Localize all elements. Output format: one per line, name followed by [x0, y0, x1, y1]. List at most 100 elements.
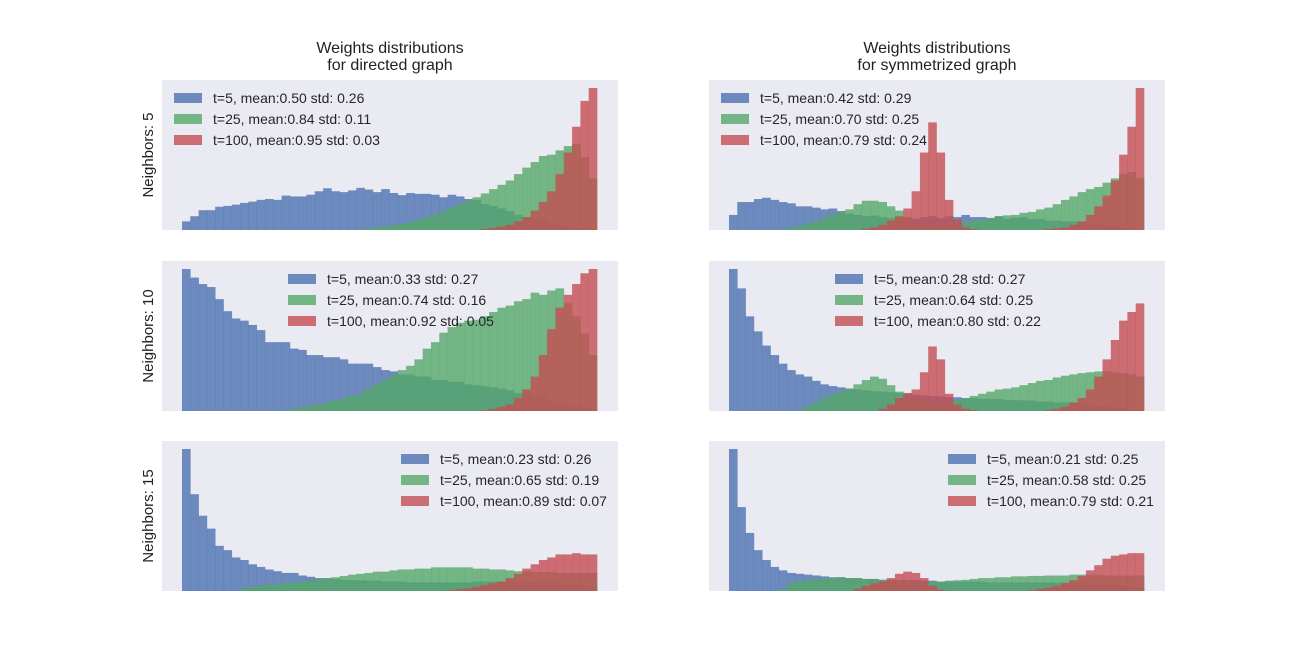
histogram-bar [778, 363, 788, 411]
histogram-bar [273, 584, 282, 591]
histogram-bar [1127, 312, 1136, 411]
histogram-bar [356, 393, 365, 411]
histogram-bar [795, 206, 804, 230]
histogram-bar [994, 577, 1004, 591]
histogram-bar [787, 227, 796, 230]
histogram-bar [1127, 553, 1136, 591]
histogram-bar [903, 392, 912, 411]
histogram-bar [381, 226, 390, 230]
histogram-bar [489, 408, 498, 411]
histogram-bar [969, 578, 979, 591]
histogram-bar [422, 568, 432, 591]
histogram-bar [853, 578, 863, 591]
histogram-bar [1044, 229, 1053, 230]
histogram-bar [530, 376, 540, 411]
histogram-bar [795, 410, 804, 411]
histogram-bar [538, 560, 548, 591]
histogram-bar [1110, 180, 1120, 230]
legend-label: t=25, mean:0.65 std: 0.19 [440, 472, 599, 488]
series-2 [480, 269, 598, 411]
histogram-bar [231, 557, 241, 591]
histogram-bar [206, 287, 216, 411]
histogram-bar [397, 223, 407, 230]
histogram-panel: t=5, mean:0.28 std: 0.27 t=25, mean:0.64 … [709, 261, 1165, 411]
histogram-bar [489, 583, 498, 591]
histogram-bar [961, 227, 970, 230]
histogram-bar [489, 312, 498, 411]
histogram-bar [422, 193, 432, 230]
histogram-bar [828, 394, 838, 411]
column-title-line: for directed graph [327, 57, 452, 74]
histogram-bar [323, 188, 332, 230]
histogram-bar [439, 211, 448, 230]
histogram-bar [853, 204, 863, 230]
histogram-bar [464, 567, 473, 591]
histogram-bar [1069, 402, 1078, 411]
legend-swatch [401, 475, 429, 485]
histogram-bar [895, 398, 904, 411]
histogram-bar [886, 385, 896, 411]
histogram-bar [1069, 224, 1078, 230]
histogram-bar [356, 363, 365, 411]
legend-label: t=100, mean:0.79 std: 0.24 [760, 132, 927, 148]
histogram-bar [1135, 553, 1145, 591]
histogram-bar [555, 554, 565, 591]
histogram-bar [364, 363, 374, 411]
histogram-bar [737, 202, 746, 230]
histogram-bar [256, 199, 266, 230]
histogram-bar [472, 319, 482, 411]
histogram-bar [356, 229, 365, 230]
histogram-bar [356, 573, 365, 591]
histogram-bar [944, 393, 954, 411]
histogram-bar [323, 402, 332, 411]
histogram-bar [812, 380, 821, 411]
histogram-bar [762, 345, 771, 411]
histogram-bar [480, 193, 490, 230]
histogram-bar [1094, 565, 1103, 591]
histogram-bar [231, 204, 241, 230]
histogram-bar [522, 389, 531, 411]
histogram-bar [1002, 577, 1012, 591]
histogram-bar [1027, 575, 1037, 591]
histogram-bar [1094, 376, 1103, 411]
histogram-bar [364, 189, 374, 230]
legend-label: t=25, mean:0.84 std: 0.11 [213, 111, 371, 127]
legend-swatch [721, 135, 749, 145]
legend-label: t=25, mean:0.58 std: 0.25 [987, 472, 1146, 488]
histogram-bar [812, 578, 821, 591]
histogram-bar [240, 320, 249, 411]
histogram-bar [861, 585, 871, 591]
histogram-bar [1027, 590, 1037, 591]
legend-swatch [835, 274, 863, 284]
histogram-bar [514, 174, 523, 230]
histogram-bar [505, 180, 515, 230]
histogram-bar [572, 126, 581, 230]
histogram-bar [861, 200, 871, 230]
legend-swatch [288, 274, 316, 284]
histogram-bar [306, 194, 316, 230]
histogram-bar [1036, 209, 1045, 230]
histogram-bar [314, 404, 324, 411]
histogram-bar [961, 398, 970, 411]
histogram-bar [223, 205, 233, 230]
histogram-bar [489, 227, 498, 230]
histogram-bar [331, 357, 340, 411]
histogram-bar [339, 192, 349, 230]
panel-background [709, 441, 1165, 591]
histogram-bar [489, 189, 498, 230]
histogram-bar [298, 196, 307, 230]
histogram-bar [878, 202, 887, 230]
histogram-bar [223, 550, 233, 591]
histogram-bar [431, 567, 440, 591]
histogram-bar [530, 210, 540, 230]
histogram-bar [1044, 410, 1053, 411]
histogram-bar [289, 408, 299, 411]
histogram-bar [397, 195, 407, 230]
histogram-bar [737, 507, 746, 591]
histogram-bar [969, 410, 979, 411]
histogram-bar [1011, 387, 1020, 411]
histogram-bar [215, 545, 224, 591]
histogram-bar [306, 405, 316, 411]
histogram-bar [563, 554, 573, 591]
